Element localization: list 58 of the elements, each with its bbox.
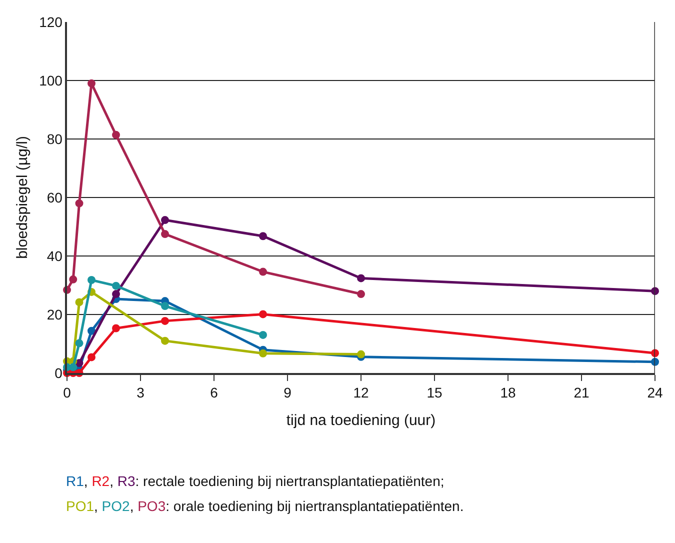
point [112, 290, 120, 298]
text: PO2 [102, 498, 130, 514]
y-tick-label: 20 [46, 306, 63, 322]
point [161, 336, 169, 345]
point [259, 349, 267, 358]
point [259, 232, 267, 240]
x-tick-label: 3 [136, 384, 145, 401]
x-tick-label: 24 [647, 384, 663, 401]
y-tick-label: 80 [46, 130, 63, 147]
point [88, 79, 96, 88]
point [69, 363, 78, 372]
text: R3 [117, 473, 136, 489]
y-axis-title: bloedspiegel (µg/l) [14, 136, 31, 259]
point [161, 302, 169, 310]
point [357, 274, 365, 282]
point [88, 326, 96, 335]
y-tick-label: 40 [46, 248, 63, 264]
text: R1 [66, 473, 84, 489]
point [75, 298, 84, 306]
x-tick-label: 9 [284, 384, 292, 401]
point [69, 275, 78, 284]
point [75, 199, 84, 208]
text: PO3 [138, 498, 166, 514]
point [651, 358, 659, 366]
point [259, 310, 267, 318]
y-tick-label: 100 [39, 72, 63, 88]
y-tick-label: 0 [54, 364, 63, 381]
x-tick-label: 15 [426, 384, 442, 401]
y-tick-label: 60 [46, 189, 63, 206]
text: , [84, 473, 88, 489]
point [112, 282, 120, 290]
point [651, 349, 659, 358]
x-tick-label: 18 [500, 384, 516, 401]
point [357, 350, 365, 358]
text: R2 [92, 473, 110, 489]
text: , [94, 498, 98, 514]
point [112, 130, 120, 139]
point [88, 276, 96, 284]
text: : orale toediening bij niertransplantatiepatiënten. [166, 498, 464, 514]
point [88, 353, 96, 362]
x-tick-label: 21 [574, 384, 590, 401]
text: , [110, 473, 114, 489]
point [161, 230, 169, 238]
text: , [130, 498, 134, 514]
point [259, 268, 267, 276]
point [161, 316, 169, 325]
point [112, 324, 120, 332]
x-axis-title: tijd na toediening (uur) [286, 412, 436, 430]
x-tick-label: 6 [210, 384, 218, 401]
text: PO1 [66, 498, 94, 514]
text: : rectale toediening bij niertransplantatiepatiënten; [135, 473, 444, 489]
point [75, 339, 84, 348]
point [357, 290, 365, 298]
point [651, 287, 659, 296]
x-tick-label: 12 [353, 384, 369, 401]
point [259, 330, 267, 339]
point [161, 216, 169, 224]
y-tick-label: 120 [39, 14, 63, 30]
